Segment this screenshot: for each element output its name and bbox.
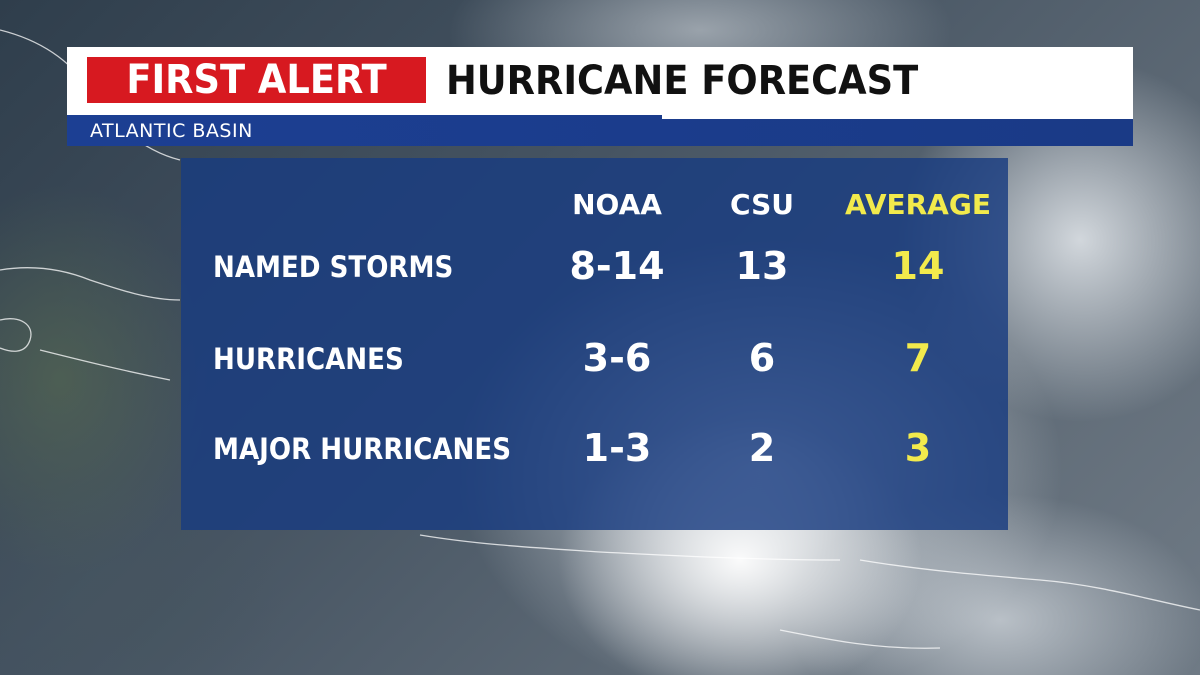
column-header-average: AVERAGE	[845, 188, 991, 221]
page-title: HURRICANE FORECAST	[446, 58, 919, 104]
coastline-central	[39, 349, 171, 381]
column-header-noaa: NOAA	[572, 188, 662, 221]
subtitle-bar	[67, 115, 1133, 146]
value-hurricanes-csu: 6	[748, 336, 776, 380]
coastline-right	[859, 559, 1200, 611]
value-major-hurricanes-csu: 2	[748, 426, 776, 470]
value-named-storms-csu: 13	[735, 244, 789, 288]
first-alert-label: FIRST ALERT	[126, 57, 387, 103]
coastline-bottom	[779, 629, 941, 649]
coastline-jamaica	[0, 318, 32, 352]
subtitle: ATLANTIC BASIN	[90, 119, 253, 142]
first-alert-badge: FIRST ALERT	[85, 55, 428, 105]
value-hurricanes-average: 7	[904, 336, 932, 380]
value-hurricanes-noaa: 3-6	[582, 336, 652, 380]
value-major-hurricanes-average: 3	[904, 426, 932, 470]
row-label-named-storms: NAMED STORMS	[213, 250, 454, 284]
value-named-storms-noaa: 8-14	[569, 244, 665, 288]
coastline-hispaniola	[419, 534, 841, 561]
row-label-major-hurricanes: MAJOR HURRICANES	[213, 432, 512, 466]
row-label-hurricanes: HURRICANES	[213, 342, 404, 376]
value-major-hurricanes-noaa: 1-3	[582, 426, 652, 470]
subtitle-accent-line	[662, 115, 1133, 119]
value-named-storms-average: 14	[891, 244, 945, 288]
forecast-table-panel	[181, 158, 1008, 530]
column-header-csu: CSU	[730, 188, 794, 221]
coastline-islands-left	[0, 267, 181, 301]
